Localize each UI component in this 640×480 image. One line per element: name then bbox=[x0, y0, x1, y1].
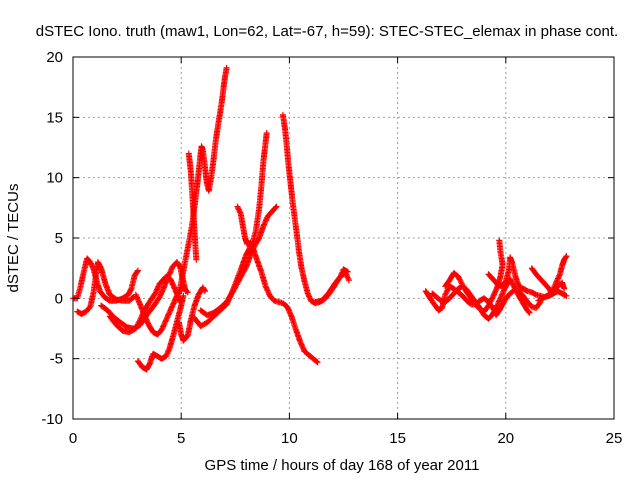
x-tick-label: 15 bbox=[389, 430, 406, 447]
chart-title: dSTEC Iono. truth (maw1, Lon=62, Lat=-67… bbox=[36, 23, 618, 40]
x-tick-label: 10 bbox=[281, 430, 298, 447]
track-markers bbox=[134, 292, 187, 373]
data-track bbox=[312, 266, 351, 305]
y-tick-label: 15 bbox=[46, 109, 63, 126]
x-tick-label: 5 bbox=[177, 430, 185, 447]
y-tick-label: 20 bbox=[46, 49, 63, 66]
data-track bbox=[176, 64, 230, 297]
x-axis-label: GPS time / hours of day 168 of year 2011 bbox=[205, 457, 480, 474]
track-markers bbox=[106, 273, 184, 336]
data-track bbox=[535, 279, 568, 304]
y-tick-label: -10 bbox=[41, 411, 63, 428]
x-tick-label: 25 bbox=[606, 430, 623, 447]
data-track bbox=[234, 203, 321, 366]
data-track bbox=[134, 292, 187, 373]
track-markers bbox=[234, 203, 321, 366]
data-track bbox=[185, 150, 200, 263]
axis-ticks: 0 5 10 15 20 25 -10 -5 0 5 10 15 20 bbox=[41, 49, 622, 447]
y-tick-label: 0 bbox=[55, 290, 63, 307]
data-track bbox=[74, 259, 137, 317]
x-tick-label: 0 bbox=[69, 430, 77, 447]
y-tick-label: 10 bbox=[46, 170, 63, 187]
x-tick-label: 20 bbox=[497, 430, 514, 447]
y-tick-label: 5 bbox=[55, 230, 63, 247]
track-markers bbox=[197, 203, 280, 319]
y-axis-label: dSTEC / TECUs bbox=[5, 184, 22, 293]
data-series bbox=[70, 64, 570, 373]
data-track bbox=[442, 237, 506, 315]
track-markers bbox=[442, 237, 506, 315]
grid bbox=[73, 57, 614, 419]
data-track bbox=[106, 273, 184, 336]
track-markers bbox=[185, 150, 200, 263]
track-markers bbox=[176, 64, 230, 297]
track-markers bbox=[74, 259, 137, 317]
data-track bbox=[197, 203, 280, 319]
track-markers bbox=[535, 279, 568, 304]
track-markers bbox=[312, 266, 351, 305]
y-tick-label: -5 bbox=[50, 351, 63, 368]
